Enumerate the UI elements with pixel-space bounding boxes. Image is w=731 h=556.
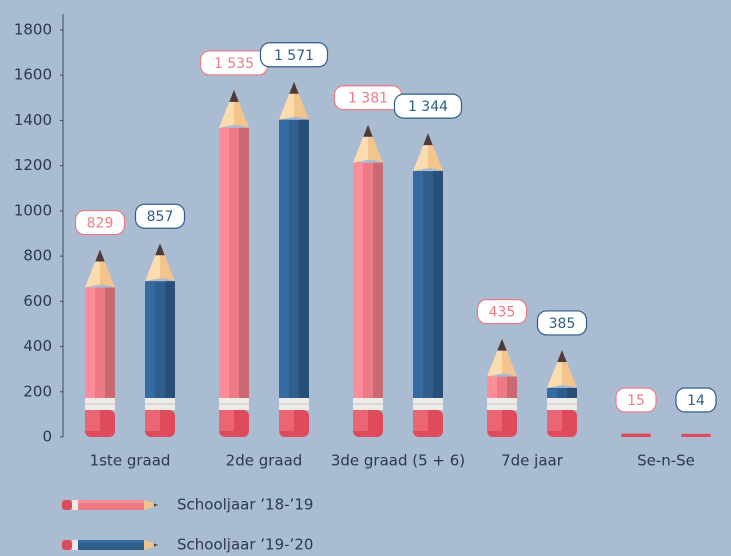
pencil-body-light [85, 288, 95, 398]
x-tick-label: 1ste graad [90, 452, 171, 470]
pencil-lead [497, 339, 506, 351]
pencil-lead [363, 125, 372, 137]
value-label: 1 344 [408, 99, 448, 115]
y-tick-label: 1800 [14, 21, 52, 39]
value-label: 385 [549, 316, 576, 332]
y-tick-label: 1000 [14, 201, 52, 219]
pencil-body-light [145, 281, 155, 398]
pencil-body-dark [567, 388, 577, 398]
legend-label: Schooljaar ’19-’20 [177, 536, 313, 554]
legend-lead [154, 504, 158, 507]
eraser-light [353, 410, 368, 431]
pencil-lead [423, 133, 432, 145]
eraser-light [279, 410, 294, 431]
value-label: 435 [489, 305, 516, 321]
pencil-bar [279, 82, 309, 437]
pencil-bar [353, 125, 383, 437]
value-label: 14 [687, 393, 705, 409]
pencil-wood-light [85, 250, 100, 288]
value-label: 1 381 [348, 91, 388, 107]
pencil-body-dark [165, 281, 175, 398]
pencil-lead [557, 350, 566, 362]
y-tick-label: 1400 [14, 111, 52, 129]
y-tick-label: 1200 [14, 156, 52, 174]
legend-body-light [78, 500, 144, 503]
x-tick-label: Se-n-Se [637, 452, 695, 470]
pencil-bar [219, 90, 249, 437]
pencil-lead [95, 250, 104, 262]
legend-eraser [62, 540, 72, 550]
y-tick-label: 200 [23, 382, 52, 400]
pencil-bar [487, 339, 517, 437]
pencil-body-dark [373, 163, 383, 398]
eraser-light [413, 410, 428, 431]
eraser-light [487, 410, 502, 431]
pencil-body-light [219, 128, 229, 398]
x-tick-label: 2de graad [226, 452, 303, 470]
chart: 0 200 400 600 800 1000 1200 1400 1600 1800 1ste gr… [0, 0, 731, 556]
pencil-lead [289, 82, 298, 94]
eraser [681, 434, 711, 437]
value-label: 15 [627, 393, 645, 409]
eraser-light [145, 410, 160, 431]
pencil-bar [621, 434, 651, 437]
legend-lead [154, 544, 158, 547]
pencil-body-light [413, 171, 423, 398]
pencil-body-light [279, 120, 289, 398]
pencil-bar [547, 350, 577, 437]
legend-body-light [78, 540, 144, 543]
eraser [621, 434, 651, 437]
eraser-light [85, 410, 100, 431]
value-label: 857 [147, 209, 174, 225]
y-tick-label: 1600 [14, 66, 52, 84]
pencil-wood-light [547, 350, 562, 388]
legend-ferrule [72, 500, 78, 510]
value-label: 1 571 [274, 48, 314, 64]
y-tick-label: 800 [23, 247, 52, 265]
eraser-light [219, 410, 234, 431]
pencil-lead [155, 243, 164, 255]
pencil-body-dark [239, 128, 249, 398]
legend-eraser [62, 500, 72, 510]
pencil-body-dark [105, 288, 115, 398]
pencil-body-light [547, 388, 557, 398]
pencil-bar [85, 250, 115, 437]
pencil-body-dark [299, 120, 309, 398]
pencil-body-light [487, 377, 497, 398]
pencil-body-light [353, 163, 363, 398]
pencil-lead [229, 90, 238, 102]
value-label: 829 [87, 216, 114, 232]
legend-ferrule [72, 540, 78, 550]
x-tick-label: 3de graad (5 + 6) [331, 452, 465, 470]
pencil-bar [145, 243, 175, 437]
legend-label: Schooljaar ’18-’19 [177, 496, 313, 514]
eraser-light [547, 410, 562, 431]
pencil-bar [413, 133, 443, 437]
y-tick-label: 600 [23, 292, 52, 310]
pencil-body-dark [433, 171, 443, 398]
x-tick-label: 7de jaar [501, 452, 564, 470]
value-label: 1 535 [214, 56, 254, 72]
y-tick-label: 0 [42, 428, 52, 446]
pencil-body-dark [507, 377, 517, 398]
y-tick-label: 400 [23, 337, 52, 355]
pencil-bar [681, 434, 711, 437]
